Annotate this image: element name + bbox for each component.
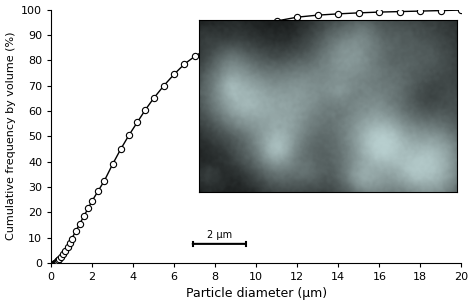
- Y-axis label: Cumulative frequency by volume (%): Cumulative frequency by volume (%): [6, 32, 16, 241]
- X-axis label: Particle diameter (μm): Particle diameter (μm): [186, 287, 327, 300]
- Text: 2 μm: 2 μm: [207, 230, 232, 240]
